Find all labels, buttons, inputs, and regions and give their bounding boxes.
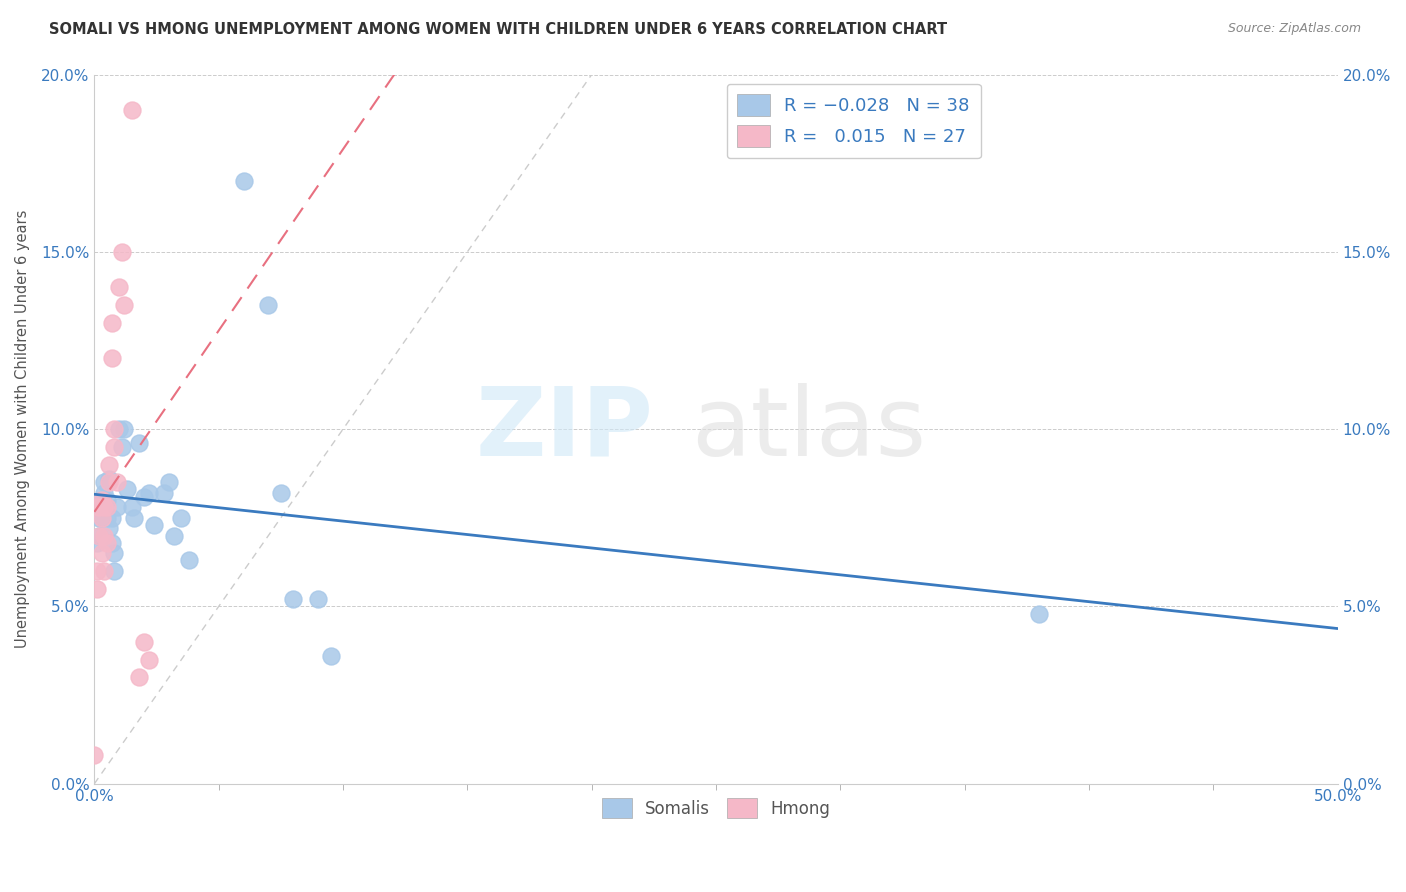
Point (232, 174, 254, 188)
Point (138, 652, 160, 666)
Point (153, 486, 176, 500)
Point (257, 298, 280, 312)
Legend: Somalis, Hmong: Somalis, Hmong (595, 791, 837, 825)
Point (98, 475, 121, 490)
Text: ZIP: ZIP (477, 383, 654, 475)
Point (103, 564, 125, 578)
Point (93, 475, 115, 490)
Point (83, 748, 105, 763)
Point (105, 500, 128, 515)
Point (90, 510, 112, 524)
Point (121, 103, 143, 117)
Point (138, 486, 160, 500)
Point (96, 500, 118, 515)
Text: SOMALI VS HMONG UNEMPLOYMENT AMONG WOMEN WITH CHILDREN UNDER 6 YEARS CORRELATION: SOMALI VS HMONG UNEMPLOYMENT AMONG WOMEN… (49, 22, 948, 37)
Point (96, 535, 118, 549)
Point (111, 440, 134, 454)
Point (98, 458, 121, 472)
Point (86, 582, 108, 596)
Text: atlas: atlas (692, 383, 927, 475)
Point (121, 500, 143, 515)
Point (132, 490, 155, 504)
Point (132, 635, 155, 649)
Point (90, 493, 112, 508)
Point (1028, 607, 1050, 621)
Point (100, 510, 122, 524)
Point (319, 649, 342, 664)
Point (96, 510, 118, 524)
Point (108, 422, 131, 436)
Point (89, 510, 111, 524)
Point (86, 535, 108, 549)
Point (143, 517, 166, 532)
Point (93, 564, 115, 578)
Point (112, 298, 135, 312)
Point (100, 535, 122, 549)
Point (112, 422, 135, 436)
Point (177, 553, 200, 567)
Point (307, 592, 329, 607)
Point (96, 493, 118, 508)
Point (90, 546, 112, 560)
Point (128, 670, 150, 684)
Point (103, 422, 125, 436)
Point (283, 592, 305, 607)
Point (163, 528, 186, 542)
Point (111, 244, 134, 259)
Point (103, 440, 125, 454)
Point (115, 483, 138, 497)
Point (100, 351, 122, 366)
Point (98, 472, 121, 486)
Point (93, 528, 115, 542)
Point (108, 280, 131, 294)
Point (90, 493, 112, 508)
Point (157, 475, 180, 490)
Point (89, 500, 111, 515)
Point (93, 486, 115, 500)
Point (122, 510, 145, 524)
Point (105, 475, 128, 490)
Point (93, 500, 115, 515)
Point (90, 510, 112, 524)
Point (86, 564, 108, 578)
Point (100, 316, 122, 330)
Point (270, 486, 292, 500)
Point (170, 510, 193, 524)
Point (103, 546, 125, 560)
Point (128, 436, 150, 450)
Point (89, 528, 111, 542)
Point (89, 528, 111, 542)
Y-axis label: Unemployment Among Women with Children Under 6 years: Unemployment Among Women with Children U… (15, 210, 30, 648)
Point (98, 521, 121, 535)
Text: Source: ZipAtlas.com: Source: ZipAtlas.com (1227, 22, 1361, 36)
